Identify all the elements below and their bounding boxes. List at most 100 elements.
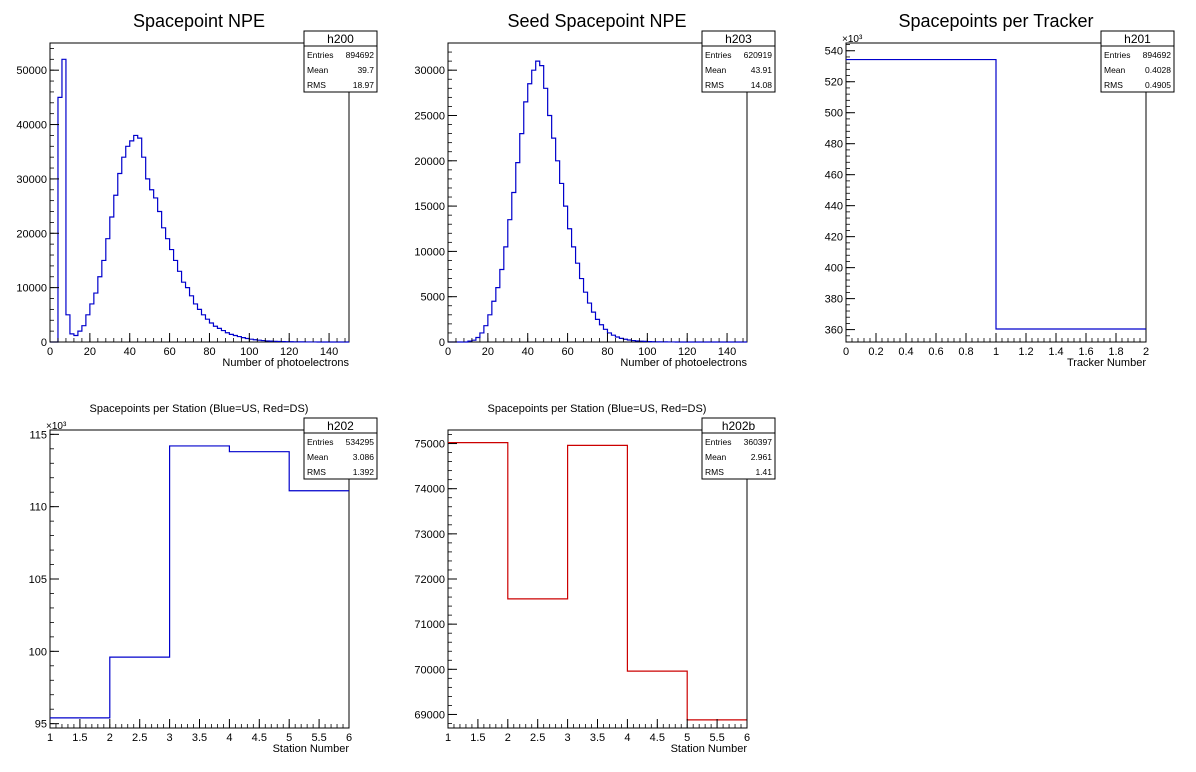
stats-label-mean: Mean [307, 452, 329, 462]
x-tick-label: 4.5 [252, 732, 267, 744]
stats-value-mean: 0.4028 [1145, 65, 1171, 75]
stats-label-entries: Entries [1104, 50, 1130, 60]
x-tick-label: 0.2 [868, 346, 883, 358]
x-tick-label: 6 [346, 732, 352, 744]
stats-label-entries: Entries [307, 437, 333, 447]
stats-value-entries: 360397 [744, 437, 773, 447]
y-tick-label: 400 [825, 263, 843, 275]
y-tick-label: 520 [825, 77, 843, 89]
stats-value-entries: 620919 [744, 50, 773, 60]
x-tick-label: 0.4 [898, 346, 913, 358]
y-tick-label: 50000 [16, 65, 47, 77]
y-tick-label: 10000 [16, 283, 47, 295]
stats-value-entries: 894692 [346, 50, 375, 60]
y-tick-label: 20000 [16, 228, 47, 240]
y-tick-label: 0 [439, 337, 445, 349]
y-tick-label: 30000 [414, 65, 445, 77]
stats-box: h203 Entries 620919 Mean 43.91 RMS 14.08 [701, 30, 776, 93]
x-tick-label: 40 [124, 346, 136, 358]
chart-title: Spacepoint NPE [133, 11, 265, 31]
stats-box-frame [701, 30, 776, 93]
stats-box: h201 Entries 894692 Mean 0.4028 RMS 0.4905 [1100, 30, 1175, 93]
x-tick-label: 1.6 [1078, 346, 1093, 358]
x-tick-label: 0 [445, 346, 451, 358]
y-tick-label: 72000 [414, 574, 445, 586]
stats-value-rms: 1.41 [755, 467, 772, 477]
y-tick-label: 73000 [414, 529, 445, 541]
x-tick-label: 2.5 [132, 732, 147, 744]
x-tick-label: 1.4 [1048, 346, 1063, 358]
x-tick-label: 6 [744, 732, 750, 744]
x-tick-label: 140 [718, 346, 736, 358]
x-tick-label: 60 [163, 346, 175, 358]
x-axis-label: Tracker Number [1067, 357, 1146, 369]
x-tick-label: 40 [522, 346, 534, 358]
stats-name: h203 [725, 32, 752, 46]
stats-label-rms: RMS [307, 467, 326, 477]
y-tick-label: 40000 [16, 120, 47, 132]
chart-title: Spacepoints per Station (Blue=US, Red=DS… [488, 403, 707, 415]
chart-h201: Spacepoints per Tracker 0 0.2 0.4 0.6 0.8 1 1.2… [825, 11, 1175, 369]
stats-value-rms: 0.4905 [1145, 80, 1171, 90]
plot-frame [49, 42, 350, 343]
stats-value-mean: 3.086 [353, 452, 375, 462]
y-tick-label: 420 [825, 232, 843, 244]
histogram-line [448, 60, 747, 343]
y-tick-label: 15000 [414, 201, 445, 213]
x-axis-label: Number of photoelectrons [222, 357, 349, 369]
y-tick-label: 0 [41, 337, 47, 349]
x-tick-label: 4 [624, 732, 630, 744]
stats-label-mean: Mean [1104, 65, 1126, 75]
chart-h203: Seed Spacepoint NPE 0 20 40 60 80 100 120 140Num… [414, 11, 776, 369]
stats-value-mean: 43.91 [751, 65, 773, 75]
x-tick-label: 100 [638, 346, 656, 358]
x-tick-label: 20 [84, 346, 96, 358]
y-tick-label: 540 [825, 46, 843, 58]
stats-name: h201 [1124, 32, 1151, 46]
x-tick-label: 1.5 [470, 732, 485, 744]
y-tick-label: 71000 [414, 619, 445, 631]
x-tick-label: 1 [445, 732, 451, 744]
x-tick-label: 2 [107, 732, 113, 744]
y-tick-label: 360 [825, 325, 843, 337]
x-tick-label: 100 [240, 346, 258, 358]
stats-value-rms: 1.392 [353, 467, 375, 477]
y-tick-label: 20000 [414, 156, 445, 168]
stats-label-entries: Entries [705, 50, 731, 60]
y-multiplier-label: ×10³ [842, 34, 863, 45]
x-tick-label: 5.5 [311, 732, 326, 744]
x-tick-label: 1.5 [72, 732, 87, 744]
plot-frame [447, 42, 748, 343]
stats-box: h200 Entries 894692 Mean 39.7 RMS 18.97 [303, 30, 378, 93]
x-tick-label: 4.5 [650, 732, 665, 744]
x-tick-label: 60 [561, 346, 573, 358]
x-tick-label: 3 [565, 732, 571, 744]
stats-label-mean: Mean [705, 65, 727, 75]
y-tick-label: 440 [825, 201, 843, 213]
x-tick-label: 1 [993, 346, 999, 358]
chart-title: Seed Spacepoint NPE [507, 11, 686, 31]
stats-label-mean: Mean [705, 452, 727, 462]
x-tick-label: 5.5 [709, 732, 724, 744]
x-tick-label: 120 [280, 346, 298, 358]
stats-box-frame [701, 417, 776, 480]
y-tick-label: 95 [35, 719, 47, 731]
y-multiplier-label: ×10³ [46, 421, 67, 432]
x-tick-label: 2.5 [530, 732, 545, 744]
x-axis-label: Station Number [671, 743, 748, 755]
x-tick-label: 3.5 [590, 732, 605, 744]
x-tick-label: 5 [286, 732, 292, 744]
x-tick-label: 3.5 [192, 732, 207, 744]
x-tick-label: 3 [167, 732, 173, 744]
y-tick-label: 70000 [414, 664, 445, 676]
stats-label-entries: Entries [705, 437, 731, 447]
stats-value-mean: 39.7 [357, 65, 374, 75]
stats-value-entries: 894692 [1143, 50, 1172, 60]
x-axis-label: Number of photoelectrons [620, 357, 747, 369]
histogram-line [448, 442, 747, 721]
chart-title: Spacepoints per Station (Blue=US, Red=DS… [90, 403, 309, 415]
y-tick-label: 110 [29, 502, 47, 514]
x-tick-label: 1.8 [1108, 346, 1123, 358]
x-tick-label: 4 [226, 732, 232, 744]
